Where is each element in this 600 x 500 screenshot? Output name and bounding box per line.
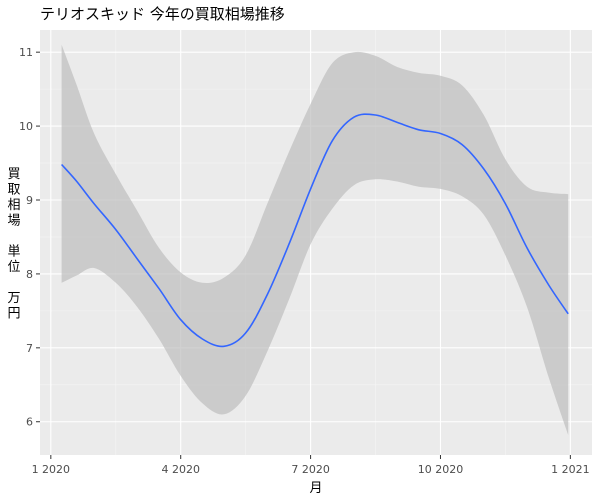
y-axis: 6 7 8 9 10 11: [19, 46, 40, 429]
y-axis-title-char: 買: [7, 167, 20, 182]
y-axis-title-char: 取: [7, 182, 20, 197]
y-axis-title-char: 位: [7, 260, 20, 275]
confidence-band: [61, 44, 569, 436]
x-tick-label: 10 2020: [418, 463, 464, 476]
y-tick-label: 7: [26, 342, 33, 355]
trend-line: [61, 113, 569, 348]
x-tick-label: 4 2020: [161, 463, 200, 476]
x-tick-label: 7 2020: [291, 463, 330, 476]
x-axis: 1 2020 4 2020 7 2020 10 2020 1 2021: [32, 455, 590, 476]
y-tick-label: 10: [19, 120, 33, 133]
y-tick-label: 9: [26, 194, 33, 207]
y-axis-title-char: 場: [7, 213, 20, 228]
y-axis-title-char: 単: [7, 243, 20, 259]
y-axis-title-char: 相: [7, 198, 20, 213]
x-axis-title: 月: [309, 481, 322, 496]
y-tick-label: 8: [26, 268, 33, 281]
x-tick-label: 1 2021: [551, 463, 590, 476]
y-tick-label: 11: [19, 46, 33, 59]
y-axis-title-char: 円: [7, 306, 20, 321]
y-tick-label: 6: [26, 416, 33, 429]
x-tick-label: 1 2020: [32, 463, 71, 476]
y-axis-title-char: 万: [7, 291, 20, 306]
chart-title: テリオスキッド 今年の買取相場推移: [40, 5, 285, 23]
